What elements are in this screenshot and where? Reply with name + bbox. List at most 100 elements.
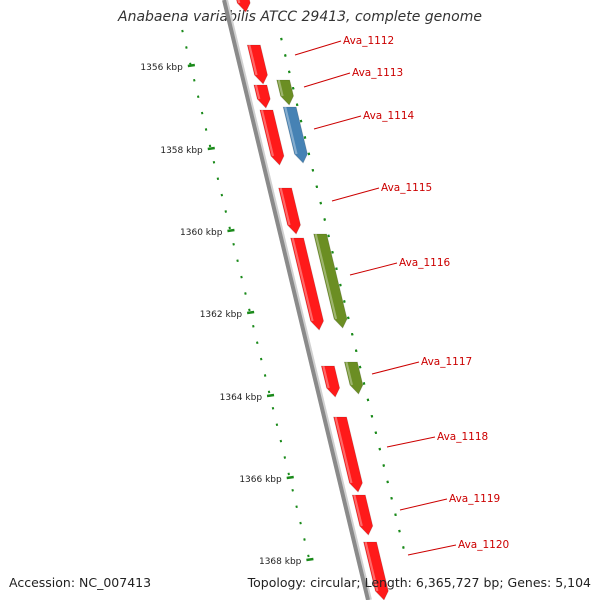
scale-dot [181, 29, 184, 33]
track-dot-b [398, 529, 401, 533]
gene-leader-line [331, 187, 380, 202]
track-dot-b [366, 398, 370, 402]
gene-arrow-highlight [260, 109, 275, 157]
gene-label[interactable]: Ava_1114 [363, 110, 415, 122]
track-dot-b [386, 480, 389, 484]
gene-label[interactable]: Ava_1119 [449, 493, 500, 505]
gene-arrow-highlight [353, 494, 363, 527]
scale-dot [279, 439, 283, 443]
gene-features [235, 0, 389, 600]
gene-arrow-highlight [254, 84, 261, 100]
track-dot-b [343, 300, 346, 303]
gene-leader-line [399, 498, 448, 511]
gene-arrow-highlight [291, 237, 314, 322]
gene-arrow[interactable] [253, 84, 271, 109]
gene-arrow[interactable] [320, 365, 341, 398]
gene-arrow-highlight [345, 361, 353, 386]
scale-dot [196, 95, 200, 99]
gene-leader-line [386, 436, 436, 448]
track-dot-b [382, 464, 385, 467]
accession-text: Accession: NC_007413 [9, 575, 152, 590]
scale-tick-label: 1360 kbp [180, 228, 223, 238]
track-dot-b [362, 382, 366, 385]
track-dot-b [390, 496, 393, 500]
scale-tick-mark [227, 228, 235, 233]
track-dot-b [370, 414, 374, 418]
track-dot-b [307, 152, 311, 156]
scale-dot [216, 177, 220, 181]
gene-arrow[interactable] [290, 237, 324, 331]
scale-tick-label: 1362 kbp [200, 310, 243, 320]
track-dot-b [354, 349, 358, 353]
gene-arrow[interactable] [313, 233, 348, 329]
map-title: Anabaena variabilis ATCC 29413, complete… [118, 9, 482, 25]
gene-label[interactable]: Ava_1113 [352, 67, 403, 79]
scale-dot [291, 488, 294, 492]
gene-label[interactable]: Ava_1120 [458, 539, 509, 551]
gene-arrow-highlight [314, 233, 338, 320]
scale-dot [259, 357, 263, 361]
scale-tick-mark [286, 475, 294, 480]
gene-arrow[interactable] [343, 361, 364, 395]
scale-dot [299, 521, 302, 525]
scale-dot [244, 292, 247, 295]
scale-tick-mark [187, 63, 196, 68]
scale-dot [204, 128, 208, 131]
gene-arrow[interactable] [278, 187, 301, 235]
track-dot-b [335, 267, 338, 271]
gene-label[interactable]: Ava_1117 [421, 356, 472, 368]
scale-tick-label: 1356 kbp [140, 63, 183, 73]
track-dot-b [327, 234, 330, 238]
track-dot-b [331, 250, 334, 254]
gene-label[interactable]: Ava_1115 [381, 182, 432, 194]
track-dot-b [350, 332, 354, 336]
scale-dot [267, 390, 271, 394]
gene-arrow-highlight [284, 106, 298, 155]
track-dot-b [291, 86, 295, 90]
gene-arrow-highlight [277, 79, 284, 97]
backbone-line [222, 0, 370, 600]
scale-dot [185, 46, 188, 49]
gene-arrow[interactable] [351, 494, 374, 536]
scale-dot [287, 472, 290, 476]
scale-dot [256, 341, 259, 345]
scale-dot [236, 259, 239, 263]
scale-dot [303, 538, 306, 541]
scale-dot [271, 406, 275, 410]
scale-dot [193, 78, 196, 82]
scale-tick-mark [246, 310, 255, 315]
gene-label[interactable]: Ava_1118 [437, 431, 488, 443]
gene-arrow[interactable] [259, 109, 285, 166]
scale-dot [228, 226, 231, 230]
gene-arrow[interactable] [333, 416, 363, 493]
gene-arrow[interactable] [282, 106, 308, 164]
gene-arrow-highlight [334, 416, 353, 484]
scale-dot [208, 144, 212, 148]
gene-arrow[interactable] [246, 44, 268, 85]
scale-dot [240, 275, 243, 279]
gene-leader-line [349, 262, 398, 276]
scale-dot [212, 160, 216, 164]
scale-tick-label: 1368 kbp [259, 557, 302, 567]
track-dot-b [319, 201, 322, 205]
track-dot-b [311, 168, 315, 172]
gene-arrow[interactable] [276, 79, 294, 106]
scale-dot [283, 456, 287, 459]
track-dot-b [295, 103, 299, 107]
scale-dot [307, 554, 310, 558]
track-dot-b [394, 513, 397, 517]
gene-label[interactable]: Ava_1116 [399, 257, 451, 269]
scale-dot [275, 423, 279, 427]
scale-labels: 1356 kbp 1358 kbp 1360 kbp 1362 kbp 1364 kbp… [140, 63, 314, 567]
track-dot-b [299, 119, 303, 123]
gene-labels: Ava_1112 Ava_1113 Ava_1114 Ava_1115 Ava_1116… [294, 35, 509, 556]
scale-tick-label: 1358 kbp [160, 146, 203, 156]
gene-arrow-highlight [237, 0, 241, 4]
track-dot-b [339, 283, 342, 287]
scale-dot [295, 505, 298, 509]
scale-dot [224, 210, 227, 213]
gene-label[interactable]: Ava_1112 [343, 35, 394, 47]
gene-arrow[interactable] [363, 541, 389, 600]
track-dot-b [288, 70, 291, 74]
gene-arrow[interactable] [235, 0, 251, 13]
